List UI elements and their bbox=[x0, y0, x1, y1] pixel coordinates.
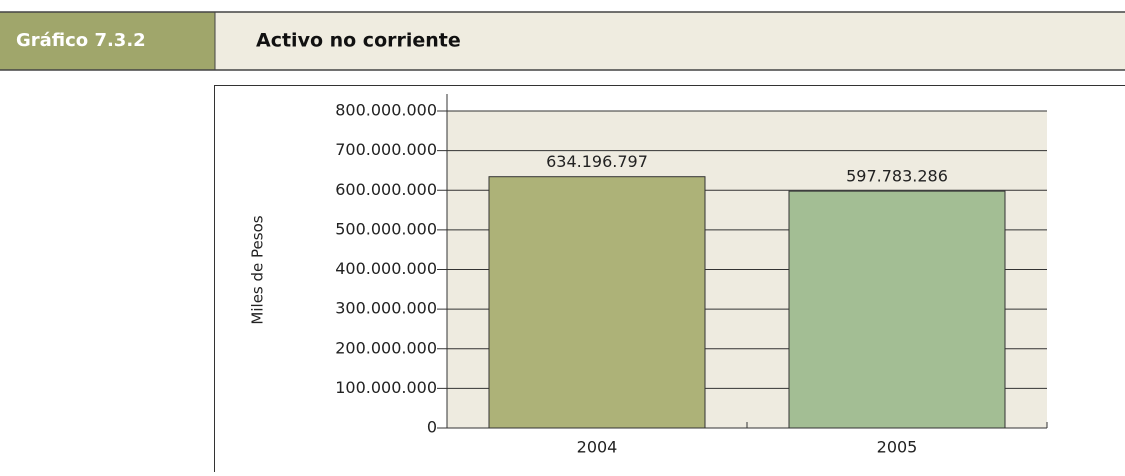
y-tick-label: 100.000.000 bbox=[335, 378, 437, 397]
y-tick-label: 800.000.000 bbox=[335, 101, 437, 120]
y-tick-label: 400.000.000 bbox=[335, 259, 437, 278]
y-tick-label: 700.000.000 bbox=[335, 140, 437, 159]
y-tick-label: 300.000.000 bbox=[335, 299, 437, 318]
x-tick-label: 2004 bbox=[577, 438, 618, 457]
y-axis-label: Miles de Pesos bbox=[249, 215, 267, 324]
y-tick-label: 600.000.000 bbox=[335, 180, 437, 199]
bar bbox=[789, 191, 1005, 428]
bar bbox=[489, 177, 705, 428]
value-label: 634.196.797 bbox=[546, 152, 648, 171]
x-tick-label: 2005 bbox=[877, 438, 918, 457]
header-label: Gráfico 7.3.2 bbox=[16, 30, 146, 51]
y-tick-label: 200.000.000 bbox=[335, 338, 437, 357]
y-tick-label: 0 bbox=[427, 418, 437, 437]
y-tick-label: 500.000.000 bbox=[335, 219, 437, 238]
header-title: Activo no corriente bbox=[256, 30, 461, 52]
value-label: 597.783.286 bbox=[846, 167, 948, 186]
